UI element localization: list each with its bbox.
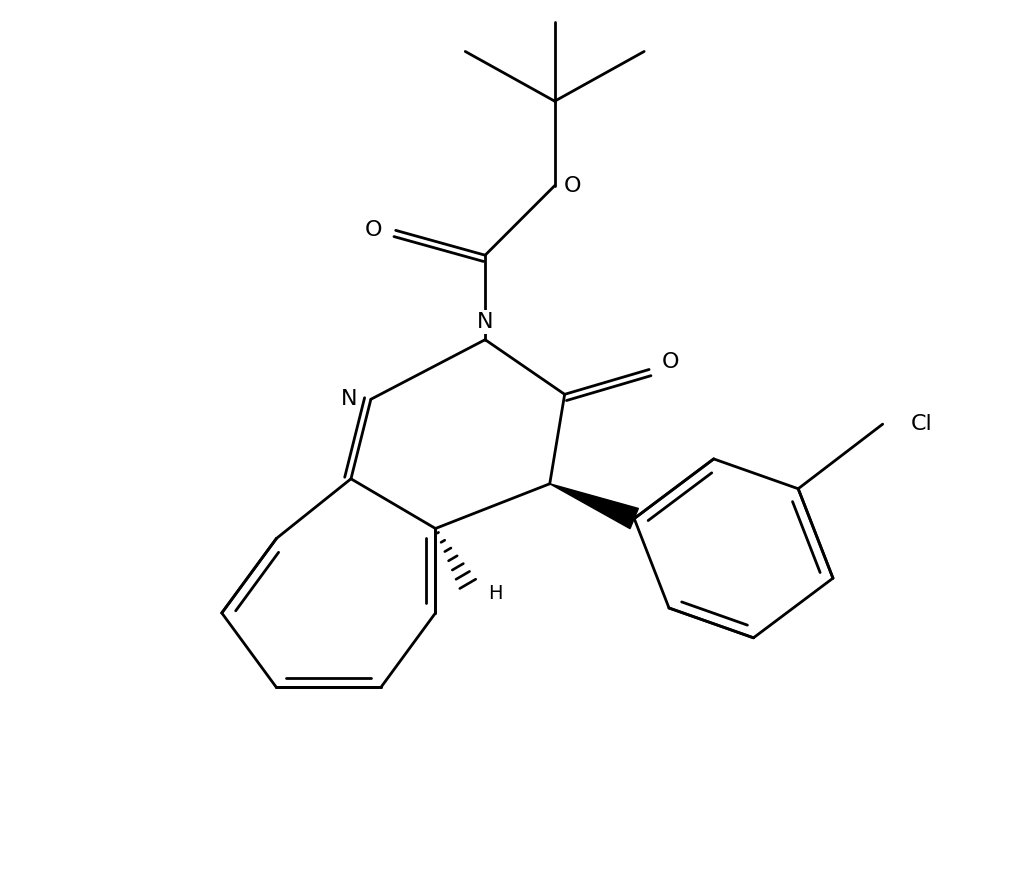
Polygon shape: [550, 484, 638, 528]
Text: O: O: [564, 175, 581, 196]
Text: N: N: [476, 312, 494, 332]
Text: O: O: [365, 220, 383, 240]
Text: Cl: Cl: [910, 414, 932, 434]
Text: N: N: [341, 389, 357, 409]
Text: O: O: [663, 351, 680, 372]
Text: H: H: [488, 584, 503, 603]
